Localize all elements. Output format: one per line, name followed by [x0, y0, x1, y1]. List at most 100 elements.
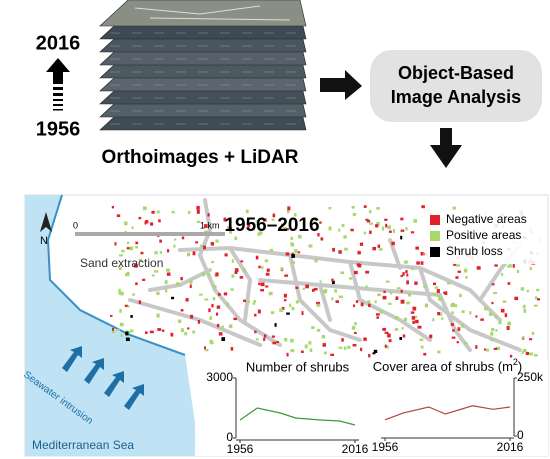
patch: [331, 297, 334, 301]
patch: [231, 274, 235, 278]
patch: [229, 324, 233, 329]
patch: [338, 250, 342, 254]
patch: [255, 255, 259, 260]
patch: [161, 329, 165, 332]
coastline: [46, 194, 186, 356]
patch: [265, 285, 269, 288]
patch: [433, 282, 436, 286]
patch: [330, 353, 335, 357]
patch: [291, 252, 294, 256]
patch: [316, 328, 321, 332]
patch: [140, 251, 144, 255]
road: [228, 246, 253, 322]
patch: [376, 316, 380, 319]
patch: [216, 305, 221, 309]
patch: [417, 325, 422, 329]
patch: [291, 260, 295, 265]
patch: [415, 246, 420, 250]
patch: [291, 306, 295, 311]
patch: [406, 301, 410, 305]
patch: [159, 251, 163, 254]
patch: [171, 211, 175, 214]
road: [288, 253, 362, 342]
patch: [455, 276, 459, 279]
patch: [159, 239, 162, 243]
patch: [166, 272, 171, 276]
patch: [112, 327, 115, 332]
patch: [351, 326, 356, 330]
patch: [274, 323, 277, 327]
patch: [408, 292, 411, 297]
patch: [509, 354, 513, 358]
patch: [173, 244, 176, 248]
patch: [304, 344, 308, 349]
patch: [324, 289, 328, 293]
patch: [316, 303, 321, 307]
chart-title: Number of shrubs: [246, 359, 350, 374]
process-label: Object-Based: [398, 63, 514, 83]
patch: [338, 228, 341, 232]
patch: [313, 287, 318, 291]
patch: [388, 339, 392, 343]
patch: [258, 282, 261, 286]
patch: [305, 284, 309, 289]
patch: [369, 230, 372, 234]
patch: [125, 272, 129, 277]
patch: [209, 339, 213, 344]
patch: [452, 206, 456, 210]
patch: [488, 312, 493, 316]
y-tick-label: 3000: [206, 370, 233, 384]
patch: [110, 314, 113, 317]
patch: [507, 282, 511, 285]
patch: [320, 237, 324, 241]
patch: [311, 326, 315, 329]
patch: [284, 228, 289, 231]
patch: [491, 301, 494, 305]
patch: [429, 334, 433, 339]
patch: [246, 300, 250, 303]
patch: [537, 298, 541, 301]
patch: [437, 295, 440, 298]
patch: [207, 213, 210, 217]
patch: [239, 276, 244, 279]
patch: [410, 231, 415, 234]
patch: [400, 299, 405, 304]
patch: [400, 229, 405, 232]
patch: [463, 268, 468, 273]
patch: [230, 347, 234, 351]
patch: [223, 217, 227, 222]
patch: [263, 218, 267, 222]
patch: [111, 330, 116, 334]
patch: [283, 293, 287, 298]
patch: [491, 283, 495, 286]
patch: [420, 345, 424, 349]
patch: [377, 244, 381, 248]
patch: [328, 226, 332, 231]
patch: [536, 288, 540, 292]
patch: [384, 218, 388, 221]
y-tick-label: 250k: [517, 370, 544, 384]
patch: [254, 330, 257, 334]
patch: [301, 350, 304, 354]
patch: [290, 349, 295, 353]
patch: [375, 224, 379, 228]
patch: [368, 303, 371, 308]
patch: [203, 230, 208, 234]
patch: [314, 258, 318, 263]
patch: [432, 318, 435, 322]
patch: [405, 270, 408, 274]
patch: [496, 346, 501, 351]
patch: [208, 308, 211, 313]
patch: [156, 210, 160, 214]
patch: [204, 349, 209, 352]
patch: [196, 205, 200, 210]
patch: [475, 315, 478, 318]
patch: [394, 328, 399, 331]
chart-title: Cover area of shrubs (m2): [373, 357, 523, 374]
patch: [290, 236, 293, 240]
patch: [388, 230, 392, 233]
patch: [522, 336, 525, 339]
patch: [360, 347, 363, 352]
patch: [260, 266, 264, 269]
